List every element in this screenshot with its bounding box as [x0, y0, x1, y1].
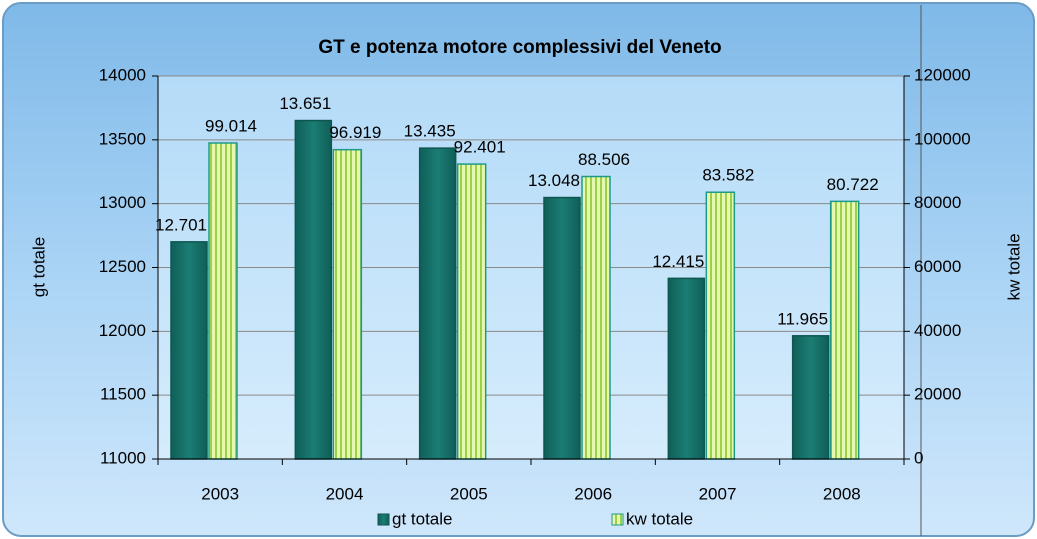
legend-label: kw totale [626, 509, 693, 528]
bar [332, 148, 363, 460]
x-tick-label: 2008 [823, 484, 861, 503]
value-label: 13.651 [279, 94, 331, 113]
bar [791, 335, 830, 460]
bar [829, 200, 860, 460]
value-label: 92.401 [454, 138, 506, 157]
chart-title: GT e potenza motore complessivi del Vene… [318, 37, 721, 58]
y-tick-label: 12500 [99, 257, 146, 276]
y2-axis-label: kw totale [1004, 233, 1023, 300]
bar [170, 241, 208, 460]
bar [456, 163, 487, 460]
y-tick-label: 13000 [99, 193, 146, 212]
y-tick-label: 12000 [99, 321, 146, 340]
value-label: 13.048 [528, 171, 580, 190]
legend-swatch [611, 513, 624, 526]
value-label: 13.435 [404, 122, 456, 141]
bar [294, 119, 333, 460]
x-tick-label: 2004 [326, 484, 364, 503]
x-tick-label: 2007 [699, 484, 737, 503]
x-tick-label: 2003 [201, 484, 239, 503]
y2-tick-label: 100000 [914, 129, 971, 148]
bar [208, 142, 238, 460]
legend-label: gt totale [392, 509, 453, 528]
y-tick-label: 11500 [100, 385, 146, 404]
y2-tick-label: 120000 [914, 65, 971, 84]
legend-swatch [377, 513, 390, 526]
bar [667, 277, 706, 460]
x-tick-label: 2006 [574, 484, 612, 503]
y-axis-label: gt totale [29, 237, 48, 298]
y2-tick-label: 40000 [914, 321, 961, 340]
bar [543, 196, 581, 460]
value-label: 99.014 [205, 116, 257, 135]
value-label: 80.722 [827, 175, 879, 194]
y-tick-label: 13500 [99, 129, 146, 148]
bar [581, 175, 611, 460]
value-label: 11.965 [777, 309, 828, 328]
bar [418, 147, 457, 460]
value-label: 12.701 [155, 215, 207, 234]
x-tick-label: 2005 [450, 484, 488, 503]
value-label: 88.506 [578, 150, 630, 169]
bar [705, 191, 736, 460]
value-label: 96.919 [329, 123, 381, 142]
y2-tick-label: 60000 [914, 257, 961, 276]
y-tick-label: 11000 [100, 448, 146, 467]
y2-tick-label: 20000 [914, 385, 961, 404]
y-tick-label: 14000 [99, 65, 146, 84]
y2-tick-label: 80000 [914, 193, 961, 212]
y2-tick-label: 0 [914, 448, 923, 467]
value-label: 83.582 [702, 166, 754, 185]
value-label: 12.415 [652, 252, 704, 271]
